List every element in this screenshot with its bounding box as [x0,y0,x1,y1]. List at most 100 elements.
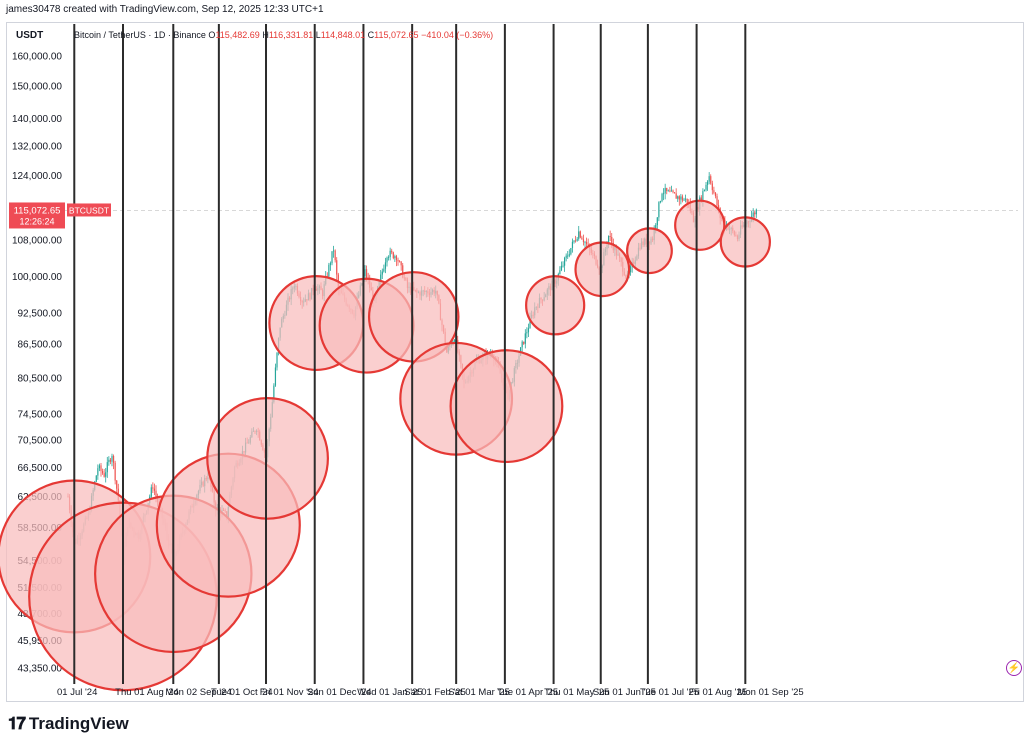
x-tick-label: Fri 01 Aug '25 [689,687,747,698]
candle-body [669,190,671,192]
candle-body [700,197,702,201]
candle-body [397,259,399,262]
candle-body [680,196,682,200]
candle-body [103,473,105,477]
candle-body [672,190,674,193]
y-tick-label: 86,500.00 [18,340,63,351]
candle-body [116,480,118,489]
candle-body [523,341,525,344]
low-circle-marker[interactable] [525,275,586,336]
candle-body [383,268,385,272]
lightning-icon[interactable]: ⚡ [1006,660,1022,676]
candle-body [395,256,398,260]
candle-body [381,271,383,275]
candle-body [581,237,583,240]
candle-body [273,385,275,403]
candle-body [713,190,715,193]
y-tick-label: 80,500.00 [18,373,63,384]
candle-body [387,256,390,258]
candle-body [711,183,713,191]
candle-body [334,250,336,261]
candle-body [656,217,658,226]
candle-body [384,262,387,269]
candle-body [667,190,669,192]
low-circle-marker[interactable] [206,396,329,520]
candle-body [100,465,102,472]
x-tick-label: Sun 01 Dec '24 [307,687,372,698]
candle-body [109,459,112,462]
x-tick-label: Fri 01 Nov '24 [260,687,319,698]
candle-body [394,256,396,259]
candle-body [609,236,611,237]
credit-line: james30478 created with TradingView.com,… [6,4,324,15]
candle-body [150,487,152,497]
candle-body [705,184,707,190]
y-tick-label: 100,000.00 [12,272,62,283]
close-label: C [367,30,375,40]
tradingview-brand: 𝟏𝟕 TradingView [8,714,129,734]
y-tick-label: 124,000.00 [12,171,62,182]
candle-body [659,201,662,203]
candle-body [708,176,710,182]
y-tick-label: 132,000.00 [12,142,62,153]
candle-body [529,317,531,329]
price-tag-box [9,202,65,229]
candle-body [389,250,391,257]
x-tick-label: Tue 01 Apr '25 [497,687,558,698]
candle-body [670,190,673,192]
candle-body [392,252,394,259]
candle-body [655,225,657,229]
open-value: 115,482.69 [215,30,260,40]
candle-body [677,196,679,199]
candle-body [686,198,688,203]
high-label: H [262,30,269,40]
candle-body [386,257,388,263]
x-tick-label: Thu 01 May '25 [544,687,609,698]
candle-body [661,193,663,202]
change-value: −410.04 (−0.36%) [421,30,494,40]
low-circle-marker[interactable] [674,199,726,251]
candle-body [562,265,564,267]
low-circle-marker[interactable] [626,227,673,275]
candle-body [95,475,97,482]
candle-body [400,261,402,266]
candle-body [707,181,709,185]
low-circle-marker[interactable] [449,349,564,464]
ticker-tag-label: BTCUSDT [69,205,109,215]
candle-body [112,455,115,463]
candle-body [111,455,113,462]
candle-body [108,459,110,463]
x-tick-label: Sun 01 Jun '25 [593,687,656,698]
candle-body [105,472,107,477]
x-tick-label: 01 Jul '24 [57,687,97,698]
x-tick-label: Sat 01 Mar '25 [448,687,510,698]
candle-body [576,238,578,241]
candle-body [571,241,574,249]
candle-body [336,260,338,275]
candle-body [673,192,676,194]
candle-body [681,196,684,201]
candle-body [585,241,588,244]
candle-body [526,332,528,334]
x-tick-label: Mon 02 Sep '24 [165,687,231,698]
candle-body [563,257,566,266]
symbol-name[interactable]: Bitcoin / TetherUS · 1D · Binance [74,30,206,40]
candle-body [329,263,332,265]
low-circle-marker[interactable] [574,241,631,298]
currency-label: USDT [16,30,44,41]
y-tick-label: 74,500.00 [18,410,63,421]
price-tag-value: 115,072.65 [14,205,61,216]
candle-body [524,333,526,344]
candle-body [587,243,589,245]
candle-body [710,176,712,184]
candle-body [754,212,756,215]
x-tick-label: Thu 01 Aug '24 [115,687,179,698]
candle-body [675,193,677,199]
brand-name: TradingView [28,714,129,733]
candle-body [274,367,277,386]
candle-body [328,264,330,277]
candle-body [702,191,704,201]
candle-body [365,269,368,278]
